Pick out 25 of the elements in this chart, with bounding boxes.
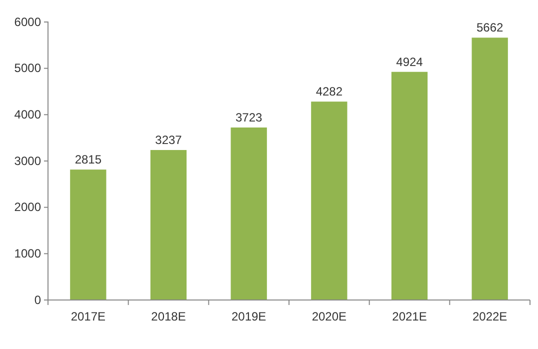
data-label: 4924 <box>396 54 424 69</box>
y-tick-label: 5000 <box>14 61 42 76</box>
y-tick-label: 2000 <box>14 200 42 214</box>
bar <box>150 150 187 300</box>
bar <box>391 72 428 300</box>
x-tick-label: 2017E <box>70 310 106 324</box>
bar <box>70 170 106 300</box>
y-tick-label: 1000 <box>14 246 42 261</box>
x-tick-label: 2021E <box>392 310 427 324</box>
y-tick-label: 6000 <box>14 14 42 29</box>
bar <box>311 102 348 300</box>
y-tick-label: 3000 <box>14 154 42 168</box>
x-tick-label: 2018E <box>151 310 186 324</box>
bar <box>230 128 267 300</box>
data-label: 3237 <box>155 133 182 148</box>
data-label: 4282 <box>316 84 343 99</box>
x-tick-label: 2022E <box>472 310 508 324</box>
y-tick-label: 4000 <box>14 108 42 122</box>
x-tick-label: 2019E <box>231 310 266 324</box>
data-label: 2815 <box>74 152 102 167</box>
data-label: 5662 <box>476 20 504 35</box>
x-tick-label: 2020E <box>312 310 347 324</box>
y-tick-label: 0 <box>34 292 42 307</box>
data-label: 3723 <box>235 110 263 124</box>
bar <box>472 38 508 300</box>
